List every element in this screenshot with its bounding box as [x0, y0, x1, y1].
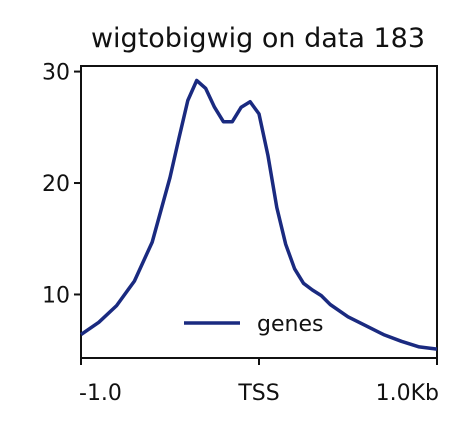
y-tick-label: 20	[42, 172, 70, 197]
chart-title: wigtobigwig on data 183	[91, 23, 425, 54]
y-tick-label: 10	[42, 283, 70, 308]
x-tick-label: 1.0Kb	[376, 381, 439, 406]
y-tick-label: 30	[42, 61, 70, 86]
legend-label: genes	[257, 312, 323, 337]
tick-layer: 10 20 30 -1.0 TSS 1.0Kb	[42, 61, 439, 406]
x-tick-label: -1.0	[79, 381, 122, 406]
legend: genes	[184, 312, 323, 337]
series-layer	[80, 78, 438, 351]
x-tick-label: TSS	[237, 381, 279, 406]
series-line-0	[80, 78, 438, 351]
